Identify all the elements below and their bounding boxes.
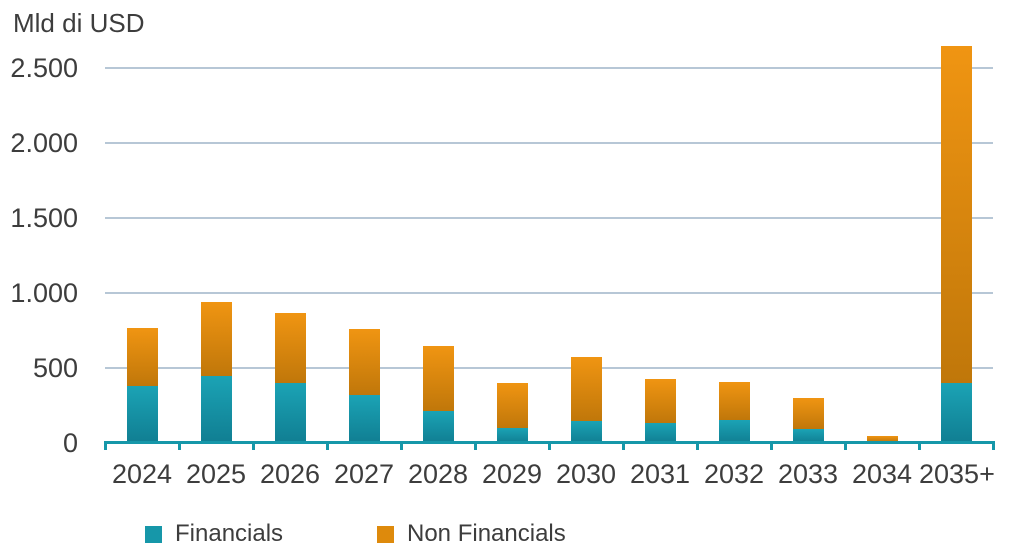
bar-segment-non-financials-2033 — [792, 398, 824, 429]
x-axis-label-2026: 2026 — [259, 459, 321, 489]
x-axis-tick — [473, 441, 477, 450]
legend-swatch-icon — [145, 525, 162, 543]
bar-segment-non-financials-2031 — [644, 379, 676, 423]
gridline-2.500 — [105, 67, 993, 69]
x-axis-tick — [843, 441, 847, 450]
x-axis-tick — [769, 441, 773, 450]
bar-segment-financials-2028 — [422, 410, 454, 443]
x-axis-tick — [917, 441, 921, 450]
bar-segment-non-financials-2035+ — [940, 45, 972, 383]
bar-segment-non-financials-2027 — [348, 329, 380, 395]
bar-segment-non-financials-2026 — [274, 312, 306, 383]
y-axis-tick-label: 1.000 — [10, 278, 78, 308]
y-axis-unit-label: Mld di USD — [13, 8, 145, 38]
x-axis-tick — [103, 441, 107, 450]
bar-segment-financials-2025 — [200, 376, 232, 443]
x-axis-label-2030: 2030 — [555, 459, 617, 489]
bar-segment-financials-2031 — [644, 422, 676, 443]
bar-segment-non-financials-2029 — [496, 383, 528, 428]
x-axis-tick — [399, 441, 403, 450]
gridline-1.500 — [105, 217, 993, 219]
y-axis-tick-label: 500 — [32, 353, 78, 383]
x-axis-tick — [251, 441, 255, 450]
legend-item-non-financials: Non Financials — [377, 520, 566, 547]
bar-segment-non-financials-2024 — [126, 327, 158, 386]
bar-segment-financials-2032 — [718, 419, 750, 443]
x-axis-tick — [991, 441, 995, 450]
bar-segment-financials-2027 — [348, 395, 380, 443]
x-axis-label-2034: 2034 — [851, 459, 913, 489]
x-axis-tick — [177, 441, 181, 450]
legend-swatch-icon — [377, 525, 394, 543]
legend-item-financials: Financials — [145, 520, 284, 547]
y-axis-tick-label: 2.000 — [10, 128, 78, 158]
bar-segment-non-financials-2028 — [422, 345, 454, 411]
bar-segment-non-financials-2025 — [200, 302, 232, 377]
x-axis-label-2033: 2033 — [777, 459, 839, 489]
bar-segment-financials-2030 — [570, 421, 602, 443]
legend-label: Non Financials — [407, 520, 566, 547]
x-axis-label-2035+: 2035+ — [919, 459, 995, 489]
bar-segment-financials-2033 — [792, 428, 824, 443]
bar-segment-financials-2035+ — [940, 383, 972, 443]
gridline-500 — [105, 367, 993, 369]
x-axis-tick — [547, 441, 551, 450]
bar-segment-non-financials-2034 — [866, 435, 898, 443]
legend-label: Financials — [175, 520, 284, 547]
y-axis-tick-label: 2.500 — [10, 53, 78, 83]
x-axis-label-2031: 2031 — [629, 459, 691, 489]
bar-segment-non-financials-2032 — [718, 381, 750, 420]
x-axis-label-2027: 2027 — [333, 459, 395, 489]
gridline-2.000 — [105, 142, 993, 144]
x-axis-label-2032: 2032 — [703, 459, 765, 489]
x-axis-tick — [621, 441, 625, 450]
x-axis-label-2024: 2024 — [111, 459, 173, 489]
x-axis-tick — [695, 441, 699, 450]
bar-segment-financials-2024 — [126, 386, 158, 443]
y-axis-tick-label: 1.500 — [10, 203, 78, 233]
x-axis-label-2025: 2025 — [185, 459, 247, 489]
bar-segment-financials-2026 — [274, 383, 306, 443]
bar-segment-non-financials-2030 — [570, 356, 602, 422]
x-axis-label-2028: 2028 — [407, 459, 469, 489]
x-axis-tick — [325, 441, 329, 450]
x-axis-label-2029: 2029 — [481, 459, 543, 489]
y-axis-tick-label: 0 — [62, 428, 78, 458]
gridline-1.000 — [105, 292, 993, 294]
bar-segment-financials-2029 — [496, 428, 528, 443]
